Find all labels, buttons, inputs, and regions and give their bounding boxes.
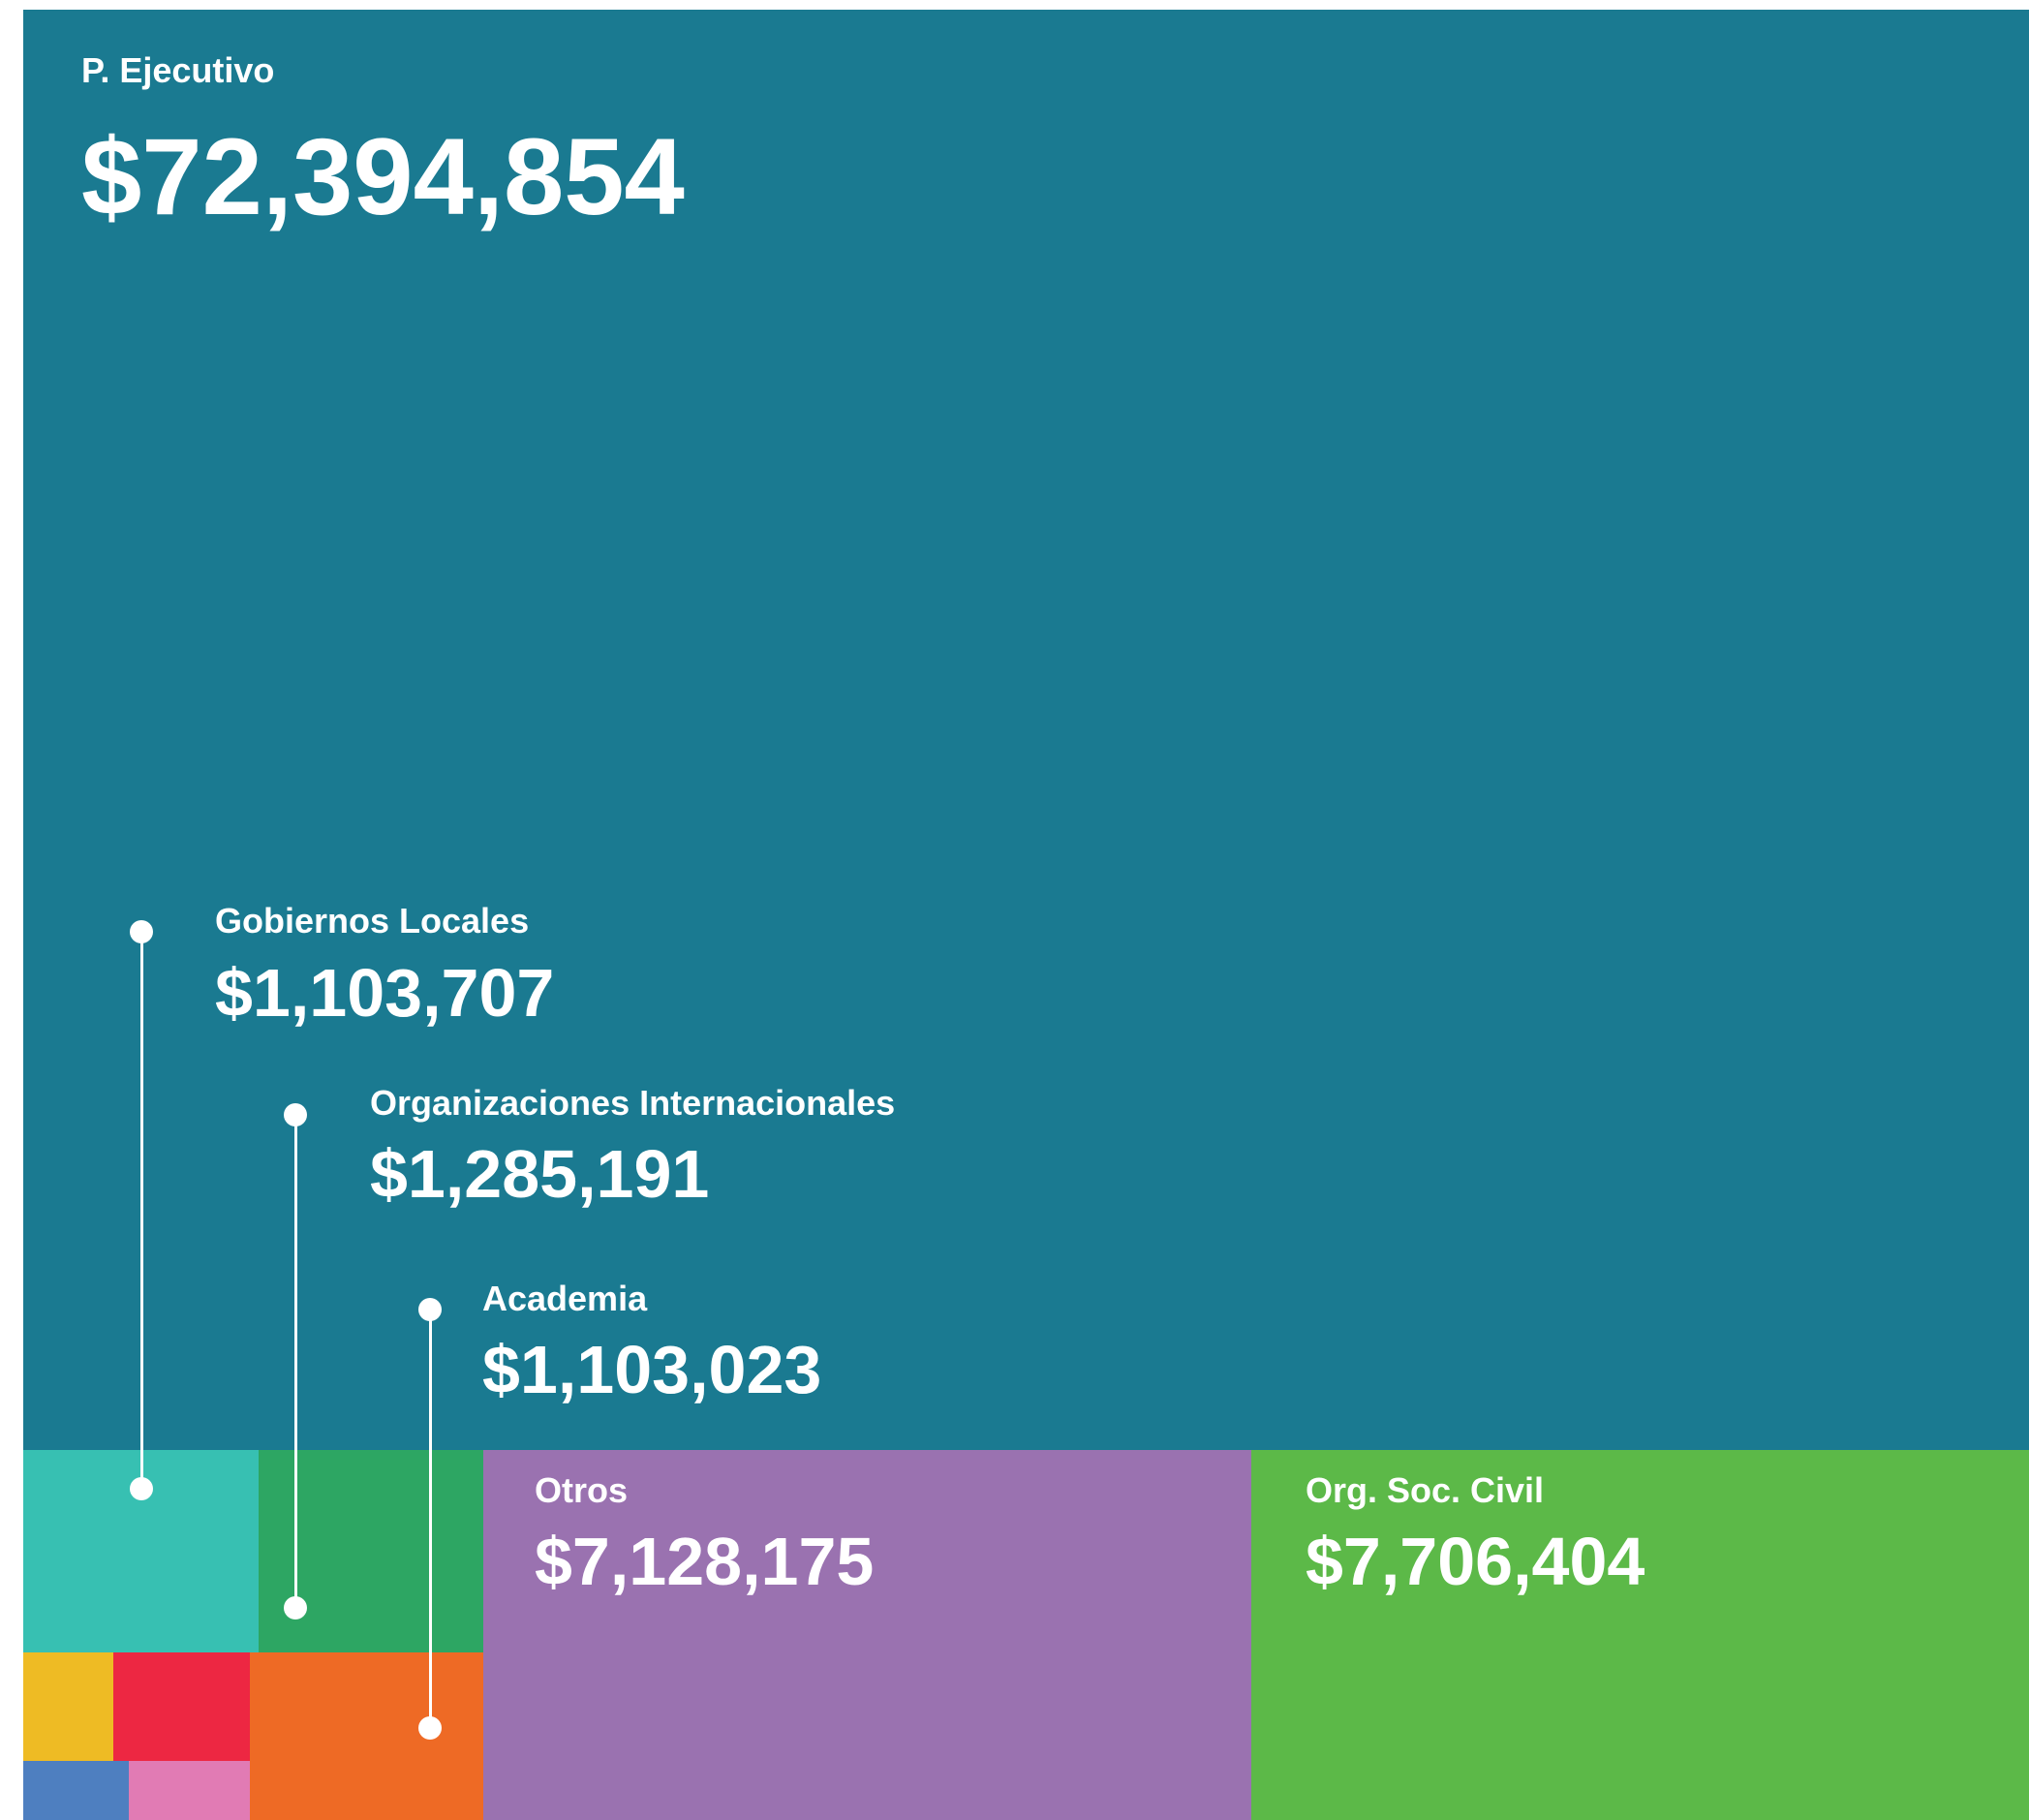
leader-dot-gobiernos-locales-top <box>130 920 153 943</box>
label-value-gobiernos-locales: $1,103,707 <box>215 955 555 1031</box>
label-name-otros: Otros <box>535 1470 629 1510</box>
label-name-gobiernos-locales: Gobiernos Locales <box>215 901 530 941</box>
label-name-organizaciones-internacionales: Organizaciones Internacionales <box>370 1083 896 1123</box>
label-name-org-soc-civil: Org. Soc. Civil <box>1306 1470 1545 1510</box>
cell-small-blue <box>23 1761 129 1820</box>
label-name-academia: Academia <box>482 1279 648 1318</box>
leader-dot-organizaciones-internacionales-bottom <box>284 1596 307 1619</box>
cell-academia <box>250 1652 483 1820</box>
cell-otros <box>483 1450 1251 1820</box>
leader-line-organizaciones-internacionales <box>294 1115 297 1608</box>
leader-line-gobiernos-locales <box>140 932 143 1489</box>
leader-line-academia <box>429 1310 432 1728</box>
cell-small-red <box>113 1652 250 1761</box>
leader-dot-gobiernos-locales-bottom <box>130 1477 153 1500</box>
cell-p-ejecutivo <box>23 10 2029 1450</box>
label-value-organizaciones-internacionales: $1,285,191 <box>370 1136 710 1212</box>
cell-small-yellow <box>23 1652 113 1761</box>
label-value-otros: $7,128,175 <box>535 1524 875 1599</box>
cell-org-soc-civil <box>1251 1450 2029 1820</box>
cell-organizaciones-internacionales <box>259 1450 483 1652</box>
label-value-academia: $1,103,023 <box>482 1332 822 1407</box>
cell-small-pink <box>129 1761 250 1820</box>
label-value-org-soc-civil: $7,706,404 <box>1306 1524 1645 1599</box>
leader-dot-organizaciones-internacionales-top <box>284 1103 307 1126</box>
leader-dot-academia-bottom <box>418 1716 442 1740</box>
label-value-p-ejecutivo: $72,394,854 <box>81 116 685 237</box>
label-name-p-ejecutivo: P. Ejecutivo <box>81 50 275 90</box>
leader-dot-academia-top <box>418 1298 442 1321</box>
